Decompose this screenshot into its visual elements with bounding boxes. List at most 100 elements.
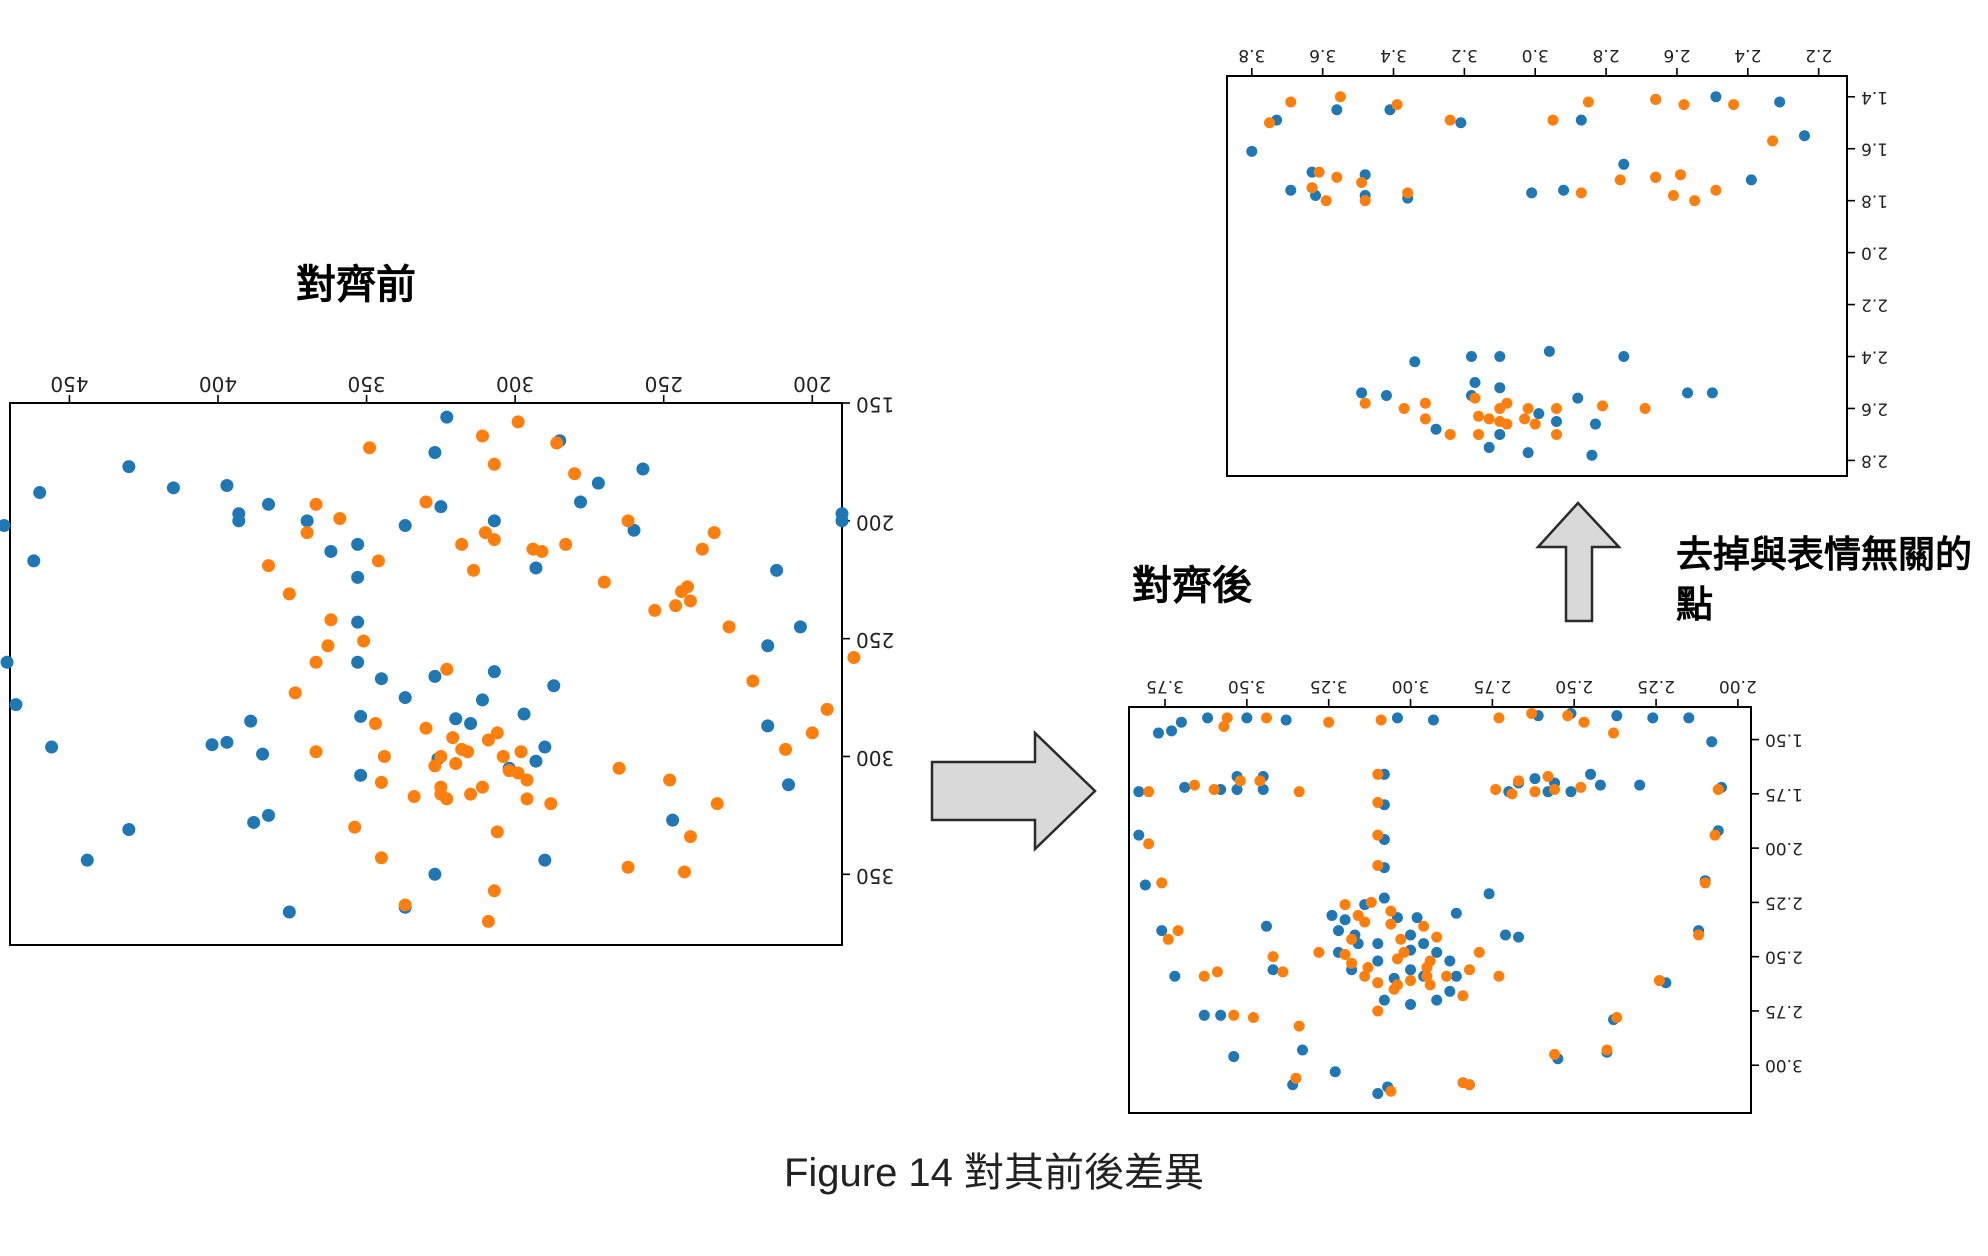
chart-title-after: 對齊後	[1132, 563, 1252, 609]
data-point-orange	[1372, 768, 1384, 780]
data-point-blue	[1257, 784, 1269, 796]
data-point-orange	[1156, 877, 1168, 889]
data-point-blue	[1710, 91, 1722, 103]
data-point-blue	[1260, 920, 1272, 932]
x-tick-label: 3.0	[1522, 45, 1549, 65]
data-point-blue	[538, 853, 552, 867]
data-point-orange	[1469, 392, 1481, 404]
data-point-orange	[1359, 195, 1371, 207]
data-point-blue	[1469, 376, 1481, 388]
data-point-blue	[1405, 964, 1417, 976]
data-point-blue	[262, 497, 276, 511]
data-point-orange	[1331, 171, 1343, 183]
data-point-blue	[761, 639, 775, 653]
data-point-orange	[1247, 1011, 1259, 1023]
data-point-blue	[1418, 938, 1430, 950]
data-point-orange	[514, 745, 528, 759]
data-point-blue	[247, 815, 261, 829]
data-point-orange	[1260, 712, 1272, 724]
data-point-blue	[636, 462, 650, 476]
data-point-orange	[1441, 970, 1453, 982]
data-point-orange	[309, 497, 323, 511]
data-point-orange	[455, 537, 469, 551]
data-point-orange	[1198, 970, 1210, 982]
data-point-orange	[1575, 781, 1587, 793]
data-point-blue	[1572, 392, 1584, 404]
data-point-orange	[1483, 413, 1495, 425]
data-point-orange	[1526, 708, 1538, 720]
x-tick-label: 2.50	[1555, 676, 1593, 696]
data-point-orange	[1293, 786, 1305, 798]
data-point-orange	[490, 726, 504, 740]
data-point-blue	[33, 486, 47, 500]
data-point-blue	[1356, 387, 1368, 399]
data-point-orange	[621, 860, 635, 874]
data-point-orange	[1372, 829, 1384, 841]
data-point-orange	[1359, 970, 1371, 982]
data-point-blue	[1133, 829, 1145, 841]
data-point-orange	[1519, 413, 1531, 425]
data-point-orange	[1372, 797, 1384, 809]
data-point-blue	[1647, 712, 1659, 724]
data-point-orange	[1290, 1072, 1302, 1084]
data-point-orange	[511, 415, 525, 429]
data-point-orange	[1611, 1011, 1623, 1023]
data-point-orange	[1285, 96, 1297, 108]
data-point-blue	[351, 537, 365, 551]
chart-after-filtering: 2.2 2.4 2.6 2.8 3.0 3.2 3.4 3.6 3.8 1.4 1.6 1.8 2.0 2…	[1226, 45, 1888, 477]
data-point-orange	[1578, 716, 1590, 728]
data-point-orange	[1689, 195, 1701, 207]
data-point-orange	[455, 742, 469, 756]
data-point-blue	[1297, 1044, 1309, 1056]
data-point-blue	[220, 735, 234, 749]
data-point-orange	[324, 613, 338, 627]
data-point-orange	[368, 716, 382, 730]
data-point-blue	[666, 813, 680, 827]
data-point-blue	[1450, 907, 1462, 919]
data-point-blue	[1618, 158, 1630, 170]
data-point-orange	[407, 790, 421, 804]
data-point-orange	[675, 585, 689, 599]
y-tick-label: 1.6	[1861, 139, 1888, 159]
data-point-blue	[1450, 970, 1462, 982]
y-tick-label: 2.50	[1765, 947, 1803, 967]
data-point-orange	[746, 674, 760, 688]
x-tick-label: 3.8	[1238, 45, 1265, 65]
data-point-orange	[1562, 710, 1574, 722]
data-point-blue	[1372, 955, 1384, 967]
y-tick-label: 2.0	[1861, 243, 1888, 263]
chart-after-alignment: 2.00 2.25 2.50 2.75 3.00 3.25 3.50 3.75 1.50 1.75…	[1128, 676, 1803, 1114]
y-tick-label: 3.00	[1765, 1055, 1803, 1075]
data-point-orange	[678, 865, 692, 879]
data-point-orange	[1352, 909, 1364, 921]
data-point-orange	[1385, 905, 1397, 917]
data-point-orange	[779, 742, 793, 756]
data-point-blue	[398, 691, 412, 705]
data-point-orange	[1228, 1009, 1240, 1021]
plot-area	[9, 402, 843, 946]
data-point-orange	[1424, 979, 1436, 991]
x-tick-label: 250	[645, 372, 683, 396]
data-point-blue	[1706, 387, 1718, 399]
x-tick-label: 3.25	[1310, 676, 1348, 696]
data-point-orange	[535, 544, 549, 558]
data-point-orange	[440, 662, 454, 676]
figure-caption: Figure 14 對其前後差異	[783, 1151, 1205, 1195]
data-point-orange	[1709, 829, 1721, 841]
data-point-blue	[1798, 130, 1810, 142]
data-point-orange	[1678, 99, 1690, 111]
data-point-orange	[481, 733, 495, 747]
data-point-blue	[1378, 994, 1390, 1006]
data-point-blue	[1133, 786, 1145, 798]
data-point-blue	[1499, 929, 1511, 941]
data-point-orange	[1522, 402, 1534, 414]
data-point-blue	[1169, 970, 1181, 982]
data-point-blue	[1166, 725, 1178, 737]
data-point-blue	[1430, 423, 1442, 435]
data-point-blue	[1483, 441, 1495, 453]
data-point-orange	[434, 749, 448, 763]
data-point-orange	[1542, 770, 1554, 782]
data-point-orange	[363, 441, 377, 455]
data-point-orange	[1444, 114, 1456, 126]
data-point-orange	[520, 792, 534, 806]
